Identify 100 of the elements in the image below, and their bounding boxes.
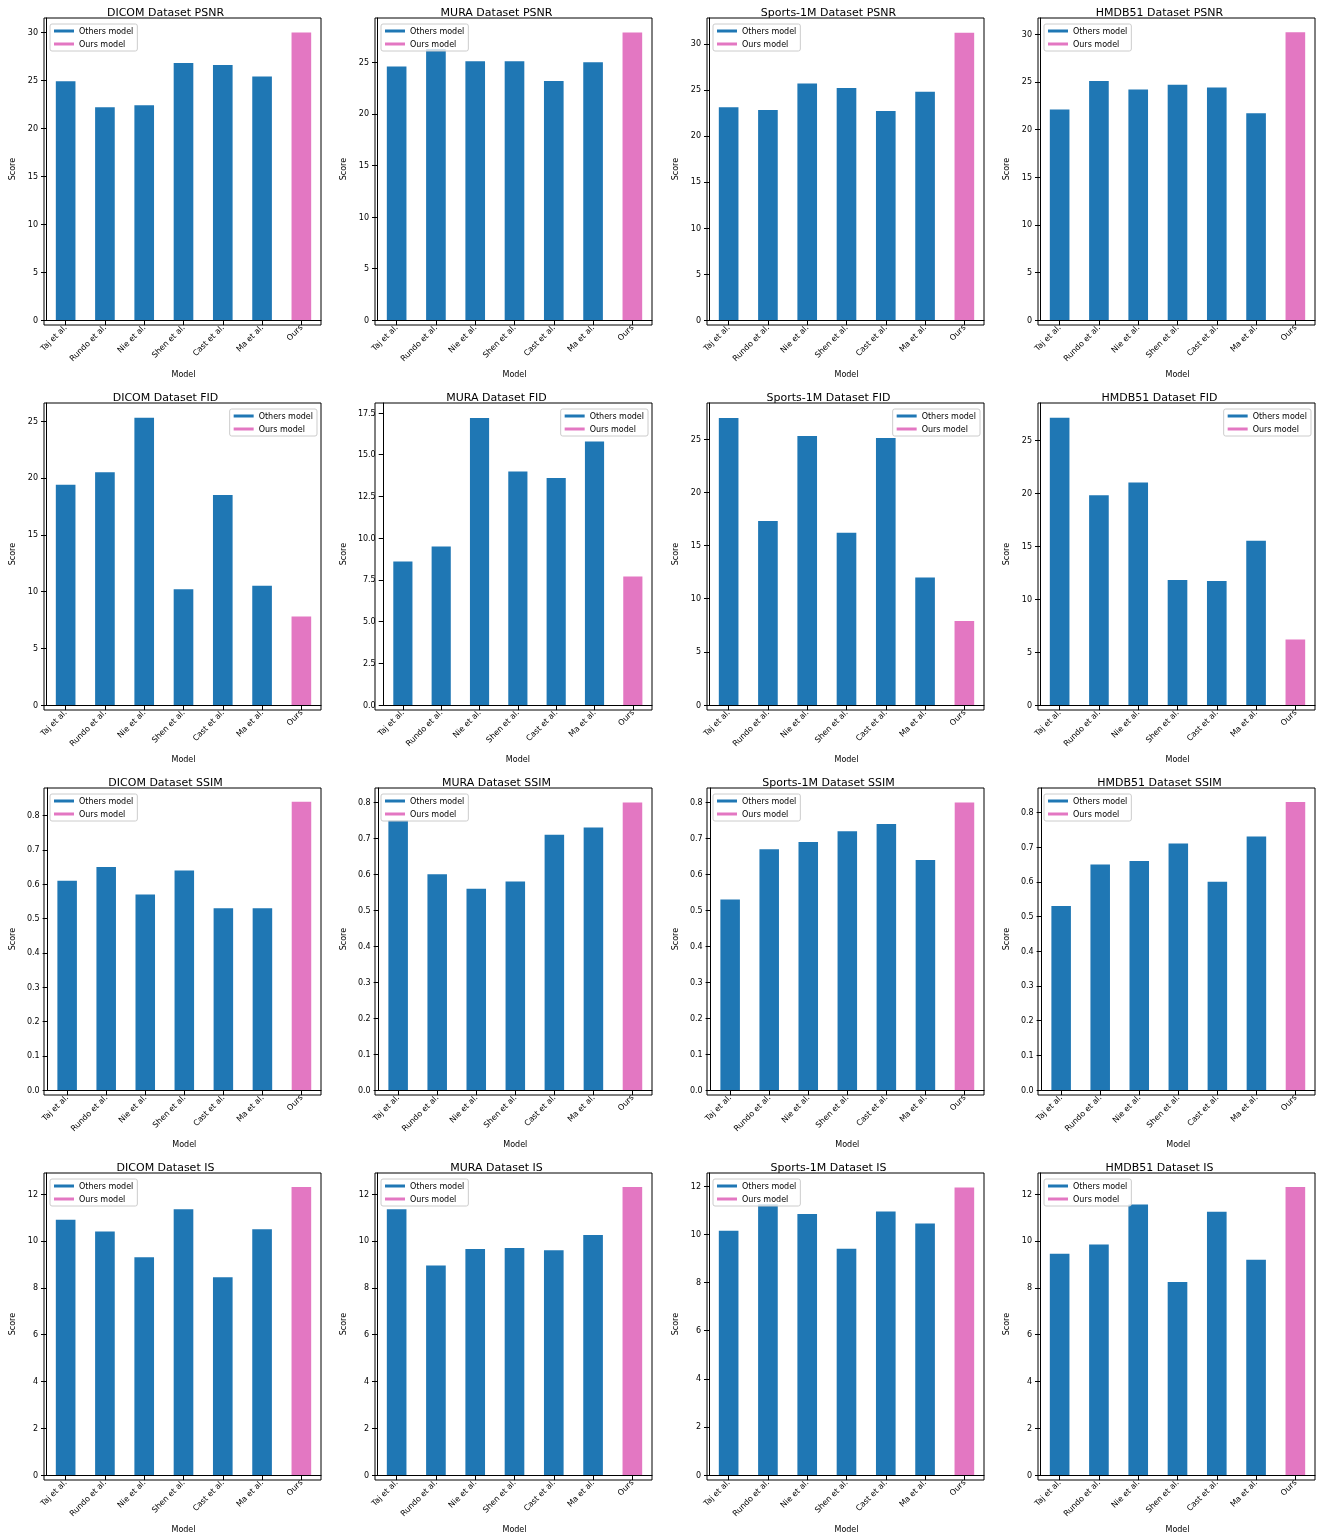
x-axis-title: Model	[171, 1524, 196, 1534]
x-tick-label: Taj et al.	[369, 1477, 401, 1509]
bar	[387, 66, 407, 321]
x-axis-title: Model	[172, 1139, 197, 1149]
bar	[622, 1187, 643, 1476]
bar	[1285, 801, 1305, 1091]
y-tick-label: 0.8	[26, 810, 40, 820]
y-tick-label: 25	[27, 75, 38, 85]
y-tick-label: 0.7	[689, 833, 703, 843]
bar	[836, 532, 856, 706]
bar	[954, 621, 974, 706]
y-tick-label: 0.7	[26, 845, 40, 855]
x-tick-label: Ma et al.	[234, 1092, 266, 1124]
x-axis-title: Model	[1165, 1524, 1190, 1534]
legend-label: Ours model	[1072, 39, 1120, 49]
chart-title: Sports-1M Dataset PSNR	[760, 6, 896, 19]
bar	[914, 577, 935, 706]
bar	[1246, 836, 1266, 1091]
bar	[291, 1187, 312, 1476]
x-tick-label: Ma et al.	[565, 322, 597, 354]
bar	[95, 1231, 115, 1476]
bar	[426, 1265, 446, 1476]
x-tick-label: Ma et al.	[1228, 322, 1259, 354]
y-tick-label: 6	[1026, 1330, 1032, 1340]
legend-label: Others model	[1072, 26, 1128, 36]
bar	[1129, 860, 1149, 1091]
y-axis-title: Score	[7, 157, 17, 181]
y-tick-label: 0.1	[358, 1049, 371, 1059]
bar	[508, 471, 528, 706]
y-tick-label: 15.0	[358, 450, 376, 460]
bar	[914, 91, 935, 321]
x-tick-label: Nie et al.	[1109, 1477, 1142, 1510]
bar	[796, 1213, 817, 1476]
bar	[797, 841, 818, 1091]
bar	[544, 80, 564, 321]
bar	[1090, 864, 1110, 1091]
x-tick-label: Nie et al.	[1109, 707, 1142, 740]
bar	[96, 866, 116, 1091]
bar	[212, 495, 233, 706]
x-tick-label: Taj et al.	[38, 322, 69, 354]
bar	[757, 1204, 778, 1476]
x-axis-title: Model	[834, 1139, 859, 1149]
y-tick-label: 0.8	[689, 797, 703, 807]
y-tick-label: 30	[1021, 29, 1032, 39]
bar	[758, 849, 779, 1091]
bar	[719, 899, 740, 1091]
x-axis-title: Model	[171, 754, 196, 764]
x-axis-title: Model	[833, 369, 859, 379]
chart-title: MURA Dataset IS	[450, 1161, 544, 1174]
bar	[915, 859, 935, 1091]
bar	[291, 801, 312, 1091]
y-tick-label: 0	[32, 315, 38, 325]
x-axis-title: Model	[171, 369, 196, 379]
bar	[544, 834, 565, 1091]
legend-label: Ours model	[741, 1194, 788, 1204]
x-axis-title: Model	[502, 1524, 527, 1534]
y-tick-label: 10	[690, 594, 701, 604]
bar	[954, 1187, 974, 1476]
bar	[55, 484, 76, 706]
y-axis-title: Score	[670, 927, 679, 951]
y-tick-label: 30	[27, 27, 38, 37]
bar	[393, 561, 413, 706]
bar	[252, 908, 273, 1091]
x-tick-label: Ma et al.	[234, 707, 266, 739]
bar	[173, 63, 194, 321]
y-tick-label: 25	[1021, 435, 1032, 445]
bar	[134, 417, 155, 706]
y-tick-label: 12	[359, 1189, 370, 1199]
x-tick-label: Taj et al.	[375, 707, 407, 739]
y-tick-label: 25	[27, 416, 38, 426]
bar	[291, 32, 312, 321]
y-tick-label: 0.4	[689, 941, 703, 951]
x-tick-label: Taj et al.	[1031, 322, 1063, 354]
y-tick-label: 5	[364, 264, 370, 274]
y-tick-label: 0.6	[689, 869, 703, 879]
legend-label: Ours model	[1072, 809, 1120, 819]
y-tick-label: 15	[359, 160, 370, 170]
y-tick-label: 15	[690, 177, 701, 187]
y-tick-label: 12	[1021, 1189, 1032, 1199]
y-tick-label: 0.0	[1020, 1085, 1034, 1095]
y-tick-label: 12	[690, 1181, 701, 1191]
bar	[1128, 89, 1148, 321]
legend-label: Others model	[79, 1181, 134, 1191]
bar	[1285, 639, 1305, 706]
x-tick-label: Nie et al.	[778, 322, 810, 355]
y-axis-title: Score	[7, 542, 17, 566]
chart-title: HMDB51 Dataset IS	[1105, 1161, 1214, 1174]
x-axis-title: Model	[1166, 1139, 1191, 1149]
y-tick-label: 0	[364, 315, 370, 325]
y-tick-label: 4	[364, 1376, 370, 1386]
x-tick-label: Taj et al.	[39, 1092, 71, 1124]
bar	[1285, 32, 1305, 321]
x-tick-label: Ma et al.	[897, 1092, 929, 1124]
bar	[585, 441, 605, 706]
y-tick-label: 0.7	[1020, 842, 1034, 852]
y-tick-label: 6	[364, 1330, 370, 1340]
bar	[1128, 482, 1148, 706]
legend-label: Others model	[741, 1181, 796, 1191]
y-tick-label: 10	[27, 219, 38, 229]
legend-label: Ours model	[79, 39, 126, 49]
